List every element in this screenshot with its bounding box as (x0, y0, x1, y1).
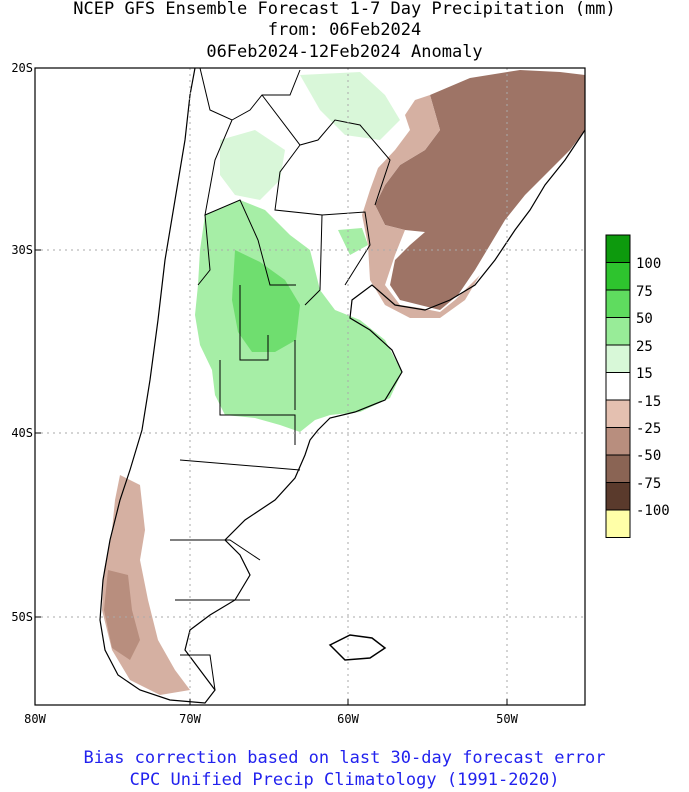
map-frame (34, 67, 586, 706)
falkland-islands (328, 634, 387, 661)
light-dry-anomaly-region (362, 95, 480, 318)
legend-swatch (605, 454, 631, 483)
south-america-coastline (99, 67, 586, 704)
wet-parana-area (338, 228, 368, 255)
legend-swatch (605, 289, 631, 318)
forecast-start-date: from: 06Feb2024 (267, 20, 422, 40)
legend-swatch (605, 344, 631, 373)
patagonia-darker-dry (104, 570, 140, 660)
country-borders (170, 67, 391, 691)
legend-label: 100 (636, 256, 662, 272)
lat-label-20s: 20S (11, 61, 33, 75)
legend-label: 15 (636, 366, 653, 382)
footer-bias-note: Bias correction based on last 30-day for… (83, 748, 606, 768)
legend-label: -100 (636, 503, 670, 519)
legend-swatch (605, 262, 631, 291)
legend-swatch (605, 317, 631, 346)
legend-swatch (605, 234, 631, 263)
legend-swatch (605, 399, 631, 428)
axis-ticks (34, 67, 508, 705)
lat-label-50s: 50S (11, 610, 33, 624)
light-wet-north-area (220, 130, 285, 200)
legend-swatch (605, 372, 631, 401)
legend-label: 25 (636, 339, 653, 355)
map-title: NCEP GFS Ensemble Forecast 1-7 Day Preci… (73, 0, 616, 19)
legend-label: -25 (636, 421, 662, 437)
legend-swatch (605, 482, 631, 511)
light-wet-bolivia-area (300, 72, 400, 140)
legend-color-bar (605, 234, 631, 538)
lat-label-30s: 30S (11, 243, 33, 257)
legend-swatch (605, 427, 631, 456)
legend-label: 75 (636, 284, 653, 300)
wetter-anomaly-core (232, 250, 300, 352)
lon-label-70w: 70W (179, 712, 201, 726)
legend-label: -50 (636, 448, 662, 464)
forecast-period: 06Feb2024-12Feb2024 Anomaly (206, 42, 483, 62)
footer-climatology-note: CPC Unified Precip Climatology (1991-202… (129, 770, 560, 790)
legend-label: -75 (636, 476, 662, 492)
legend-swatch (605, 509, 631, 538)
graticule (35, 68, 585, 705)
lon-label-80w: 80W (24, 712, 46, 726)
legend-label: -15 (636, 394, 662, 410)
legend-label: 50 (636, 311, 653, 327)
lon-label-60w: 60W (337, 712, 359, 726)
lat-label-40s: 40S (11, 426, 33, 440)
lon-label-50w: 50W (496, 712, 518, 726)
dry-anomaly-region (375, 70, 585, 310)
